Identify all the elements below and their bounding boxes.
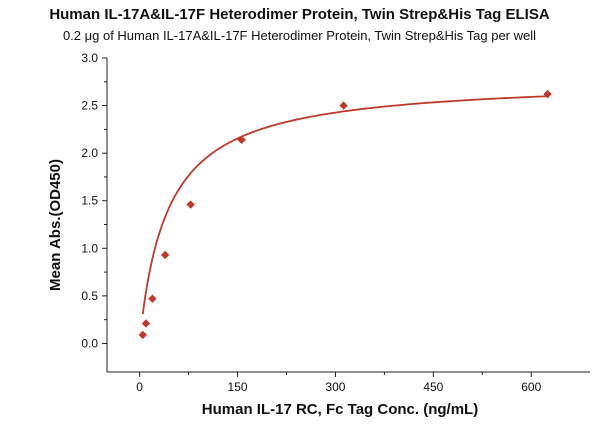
y-tick-label: 1.5 <box>81 194 98 208</box>
fit-curve-layer <box>141 95 548 315</box>
chart-subtitle: 0.2 μg of Human IL-17A&IL-17F Heterodime… <box>62 28 537 43</box>
data-point <box>237 135 246 145</box>
y-tick-label: 3.0 <box>81 51 98 65</box>
y-tick-label: 0.0 <box>81 336 98 350</box>
x-tick-label: 600 <box>521 380 541 394</box>
y-tick-label: 1.0 <box>81 241 98 255</box>
fit-curve <box>141 95 548 315</box>
data-point <box>339 101 348 110</box>
y-tick-label: 2.0 <box>81 146 98 160</box>
data-points-layer <box>138 89 552 340</box>
data-point <box>543 89 552 99</box>
chart-title: Human IL-17A&IL-17F Heterodimer Protein,… <box>49 6 550 23</box>
y-axis-title: Mean Abs.(OD450) <box>47 159 64 291</box>
data-point <box>160 250 170 260</box>
x-tick-label: 300 <box>325 380 345 394</box>
data-point <box>186 200 195 209</box>
y-tick-label: 0.5 <box>81 289 98 303</box>
x-tick-label: 0 <box>136 380 143 394</box>
y-tick-label: 2.5 <box>81 99 98 113</box>
axes: 0.0 0.5 1.0 1.5 2.0 2.5 3.0 0 150 300 450 600 <box>81 51 590 394</box>
x-axis-title: Human IL-17 RC, Fc Tag Conc. (ng/mL) <box>202 401 478 418</box>
data-point <box>141 319 151 328</box>
data-point <box>148 294 157 303</box>
data-point <box>138 330 148 340</box>
x-tick-label: 150 <box>228 380 248 394</box>
x-tick-label: 450 <box>423 380 443 394</box>
